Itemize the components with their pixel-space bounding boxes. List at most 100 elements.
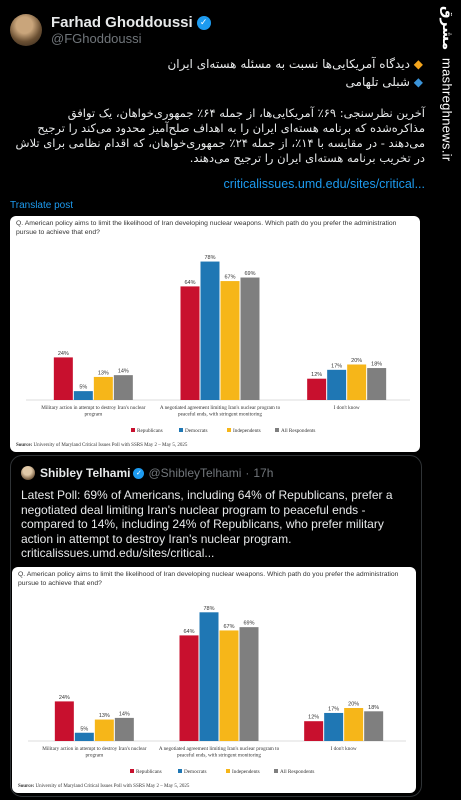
legend-label: All Respondents <box>280 769 314 775</box>
chart-source: Source: University of Maryland Critical … <box>18 784 190 789</box>
chart-data-label: 67% <box>223 624 234 630</box>
chart-data-label: 14% <box>119 711 130 717</box>
quoted-link: criticalissues.umd.edu/sites/critical... <box>21 546 215 560</box>
chart-category-label: Military action in attempt to destroy Ir… <box>41 405 145 411</box>
orange-diamond-icon: ◆ <box>413 57 423 71</box>
poll-chart-main[interactable]: Q. American policy aims to limit the lik… <box>10 216 420 452</box>
tweet-link[interactable]: criticalissues.umd.edu/sites/critical... <box>223 177 425 191</box>
author-names: Farhad Ghoddoussi ✓ @FGhoddoussi <box>51 14 211 46</box>
chart-data-label: 5% <box>79 385 87 391</box>
chart-category-label: peaceful ends, with stringent monitoring <box>178 411 262 418</box>
chart-bar <box>199 612 219 741</box>
chart-bar <box>74 732 94 741</box>
chart-data-label: 12% <box>311 372 322 378</box>
chart-bar <box>54 701 74 741</box>
chart-data-label: 18% <box>371 362 382 368</box>
chart-data-label: 24% <box>58 351 69 357</box>
blue-diamond-icon: ◆ <box>413 75 423 89</box>
legend-swatch <box>227 428 231 432</box>
chart-bar <box>240 277 260 400</box>
author-display-name[interactable]: Farhad Ghoddoussi <box>51 14 193 31</box>
chart-data-label: 13% <box>99 713 110 719</box>
chart-category-label: A negotiated agreement limiting Iran's n… <box>160 405 281 411</box>
chart-bar <box>239 627 259 741</box>
legend-swatch <box>275 428 279 432</box>
chart-category-label: program <box>86 753 104 759</box>
quoted-display-name: Shibley Telhami <box>40 466 131 480</box>
quoted-separator: · <box>245 466 250 480</box>
chart-bar <box>53 357 73 400</box>
legend-swatch <box>274 769 278 773</box>
quoted-avatar <box>21 466 35 480</box>
chart-data-label: 13% <box>98 370 109 376</box>
legend-swatch <box>131 428 135 432</box>
chart-data-label: 20% <box>348 702 359 708</box>
chart-category-label: I don't know <box>331 746 357 752</box>
legend-swatch <box>178 769 182 773</box>
quoted-verified-badge-icon: ✓ <box>133 467 145 479</box>
chart-bar <box>347 364 367 400</box>
chart-bar <box>180 286 200 400</box>
chart-question: Q. American policy aims to limit the lik… <box>16 220 397 236</box>
chart-data-label: 5% <box>80 726 88 732</box>
chart-data-label: 24% <box>59 695 70 701</box>
chart-data-label: 12% <box>308 715 319 721</box>
chart-category-label: Military action in attempt to destroy Ir… <box>42 746 146 752</box>
avatar[interactable] <box>10 14 42 46</box>
chart-data-label: 17% <box>331 363 342 369</box>
quoted-handle: @ShibleyTelhami <box>148 466 242 480</box>
chart-bar <box>200 261 220 400</box>
chart-bar <box>179 635 199 741</box>
chart-data-label: 18% <box>368 705 379 711</box>
legend-swatch <box>130 769 134 773</box>
translate-post-link[interactable]: Translate post <box>10 200 73 211</box>
chart-category-label: program <box>85 412 103 418</box>
poll-chart-svg: 24% 5% 13% 14% Military action in attempt to… <box>28 606 406 775</box>
tweet-line-1: ◆ دیدگاه آمریکایی‌ها نسبت به مسئله هسته‌… <box>167 57 423 71</box>
quoted-tweet[interactable]: Shibley Telhami ✓ @ShibleyTelhami · 17h … <box>10 455 422 797</box>
chart-bar <box>367 368 387 400</box>
chart-source: Source: University of Maryland Critical … <box>16 443 188 448</box>
verified-badge-icon: ✓ <box>196 15 211 30</box>
chart-data-label: 20% <box>351 358 362 364</box>
chart-bar <box>220 281 240 400</box>
poll-chart-svg: 24% 5% 13% 14% Military action in attempt to… <box>26 255 410 434</box>
author-handle[interactable]: @FGhoddoussi <box>51 31 142 46</box>
chart-bar <box>73 391 93 400</box>
chart-data-label: 78% <box>204 255 215 261</box>
chart-data-label: 69% <box>243 621 254 627</box>
chart-bar <box>304 721 324 741</box>
chart-data-label: 64% <box>184 280 195 286</box>
chart-data-label: 14% <box>118 369 129 375</box>
legend-swatch <box>226 769 230 773</box>
watermark-site: mashreghnews.ir <box>439 58 455 162</box>
quoted-text: Latest Poll: 69% of Americans, including… <box>21 488 393 560</box>
chart-bar <box>219 630 239 741</box>
chart-question: Q. American policy aims to limit the lik… <box>18 571 399 587</box>
chart-category-label: peaceful ends, with stringent monitoring <box>177 752 261 759</box>
legend-label: Republicans <box>136 769 162 775</box>
chart-bar <box>94 719 114 741</box>
legend-swatch <box>179 428 183 432</box>
tweet-header: Farhad Ghoddoussi ✓ @FGhoddoussi <box>10 10 430 50</box>
legend-label: Independents <box>232 769 260 775</box>
chart-data-label: 17% <box>328 706 339 712</box>
chart-bar <box>307 378 327 400</box>
chart-data-label: 67% <box>224 275 235 281</box>
chart-bar <box>364 711 384 741</box>
legend-label: Republicans <box>137 428 163 434</box>
quoted-time: 17h <box>253 466 274 480</box>
poll-chart-quoted[interactable]: Q. American policy aims to limit the lik… <box>12 567 416 793</box>
quoted-tweet-header: Shibley Telhami ✓ @ShibleyTelhami · 17h <box>21 466 273 480</box>
chart-data-label: 64% <box>183 629 194 635</box>
watermark-logo: مشرق <box>439 6 455 51</box>
chart-category-label: A negotiated agreement limiting Iran's n… <box>159 746 280 752</box>
chart-bar <box>344 708 364 741</box>
chart-bar <box>113 375 133 400</box>
tweet-line-2: ◆ شبلی تلهامی <box>345 75 423 89</box>
chart-bar <box>114 717 134 741</box>
chart-bar <box>324 712 344 741</box>
chart-bar <box>93 376 113 400</box>
watermark: مشرق mashreghnews.ir <box>435 0 459 800</box>
chart-category-label: I don't know <box>334 405 360 411</box>
